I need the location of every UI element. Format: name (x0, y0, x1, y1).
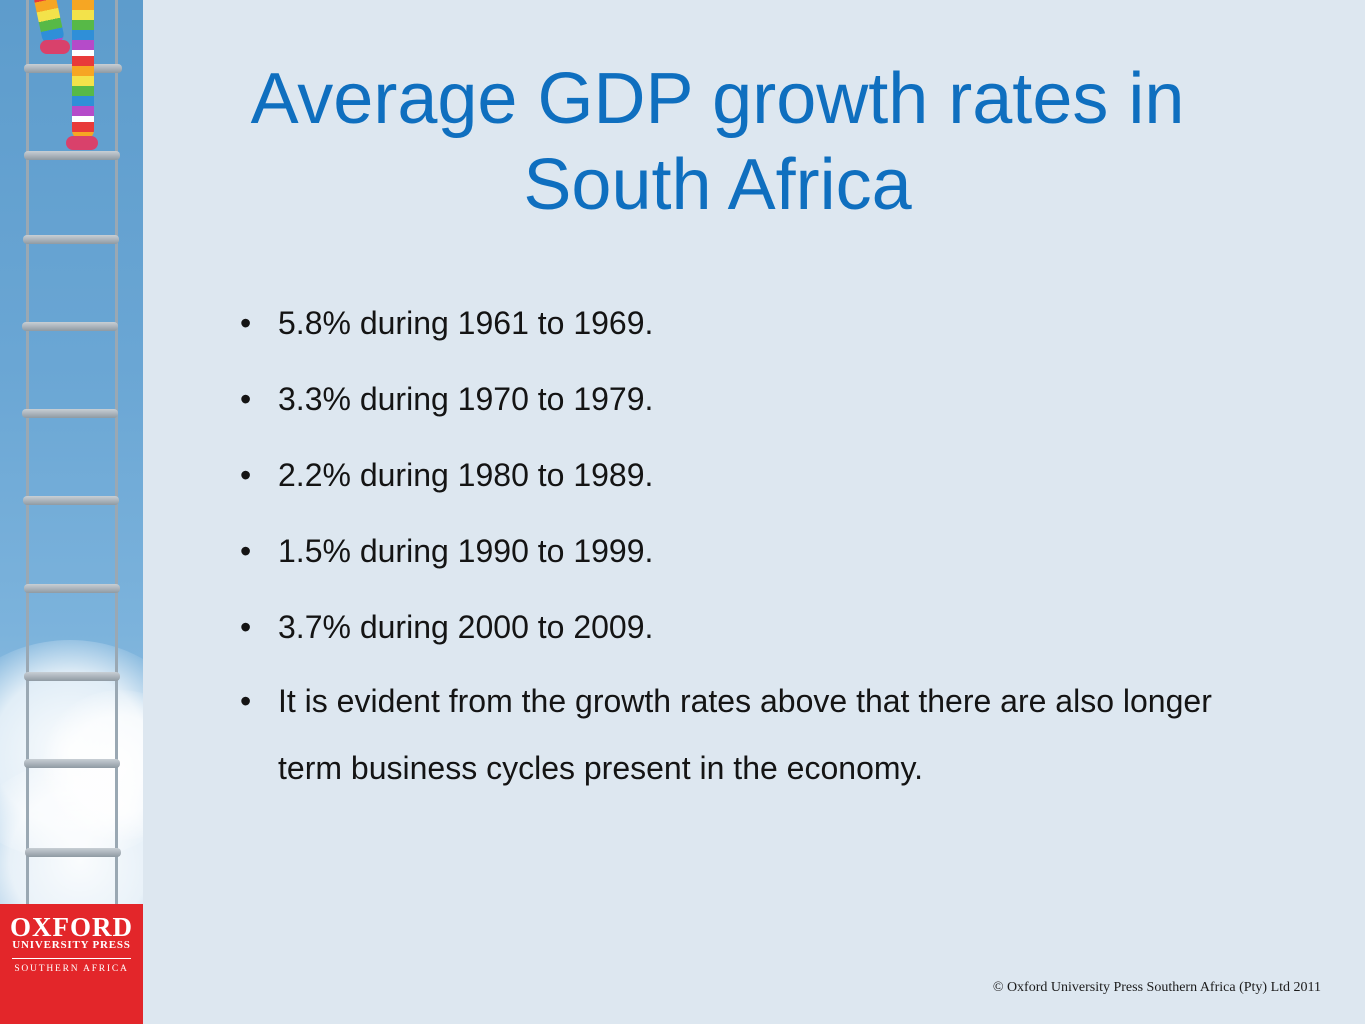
shoe (40, 40, 70, 54)
bullet-dot-icon: • (240, 457, 252, 493)
bullet-item: • 3.3% during 1970 to 1979. (240, 376, 1270, 422)
shoe (66, 136, 98, 150)
bullet-dot-icon: • (240, 305, 252, 341)
ladder-rail-right (115, 0, 118, 904)
bullet-dot-icon: • (240, 381, 252, 417)
bullet-item: • It is evident from the growth rates ab… (240, 668, 1270, 802)
bullet-item: • 2.2% during 1980 to 1989. (240, 452, 1270, 498)
ladder-rung (25, 848, 121, 857)
bullet-dot-icon: • (240, 683, 252, 719)
ladder-rail-left (26, 0, 29, 904)
ladder-rung (22, 409, 118, 418)
bullet-text: 3.3% during 1970 to 1979. (278, 381, 654, 417)
logo-subline: UNIVERSITY PRESS (12, 939, 131, 951)
bullet-text: 5.8% during 1961 to 1969. (278, 305, 654, 341)
ladder-rung (23, 235, 119, 244)
bullet-text: 1.5% during 1990 to 1999. (278, 533, 654, 569)
bullet-text: 3.7% during 2000 to 2009. (278, 609, 654, 645)
bullet-list: • 5.8% during 1961 to 1969. • 3.3% durin… (240, 300, 1270, 802)
ladder-rung (24, 584, 120, 593)
ladder-rung (24, 151, 120, 160)
striped-leg (72, 0, 94, 140)
bullet-text: It is evident from the growth rates abov… (278, 683, 1212, 786)
bullet-dot-icon: • (240, 609, 252, 645)
ladder-rung (22, 322, 118, 331)
bullet-item: • 3.7% during 2000 to 2009. (240, 604, 1270, 650)
oxford-logo: OXFORD UNIVERSITY PRESS SOUTHERN AFRICA (0, 904, 143, 1024)
logo-divider (12, 958, 131, 959)
slide-title: Average GDP growth rates in South Africa (250, 59, 1185, 225)
bullet-dot-icon: • (240, 533, 252, 569)
logo-region: SOUTHERN AFRICA (14, 964, 129, 974)
copyright-notice: © Oxford University Press Southern Afric… (992, 980, 1321, 995)
ladder-rung (24, 759, 120, 768)
bullet-text: 2.2% during 1980 to 1989. (278, 457, 654, 493)
bullet-item: • 5.8% during 1961 to 1969. (240, 300, 1270, 346)
ladder-rung (24, 672, 120, 681)
decorative-ladder-image (0, 0, 143, 904)
ladder-rung (23, 496, 119, 505)
logo-wordmark: OXFORD (10, 912, 133, 942)
bullet-item: • 1.5% during 1990 to 1999. (240, 528, 1270, 574)
